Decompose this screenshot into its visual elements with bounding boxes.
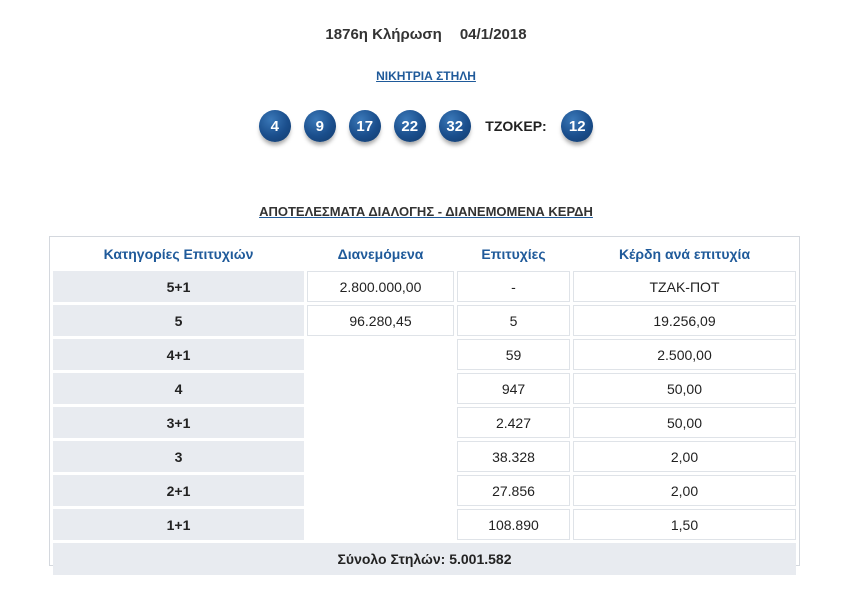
prize-cell: 2.500,00 <box>573 339 796 370</box>
category-cell: 4 <box>53 373 304 404</box>
distributed-cell: 96.280,45 <box>307 305 454 336</box>
total-row: Σύνολο Στηλών: 5.001.582 <box>53 543 796 575</box>
winners-cell: 5 <box>457 305 570 336</box>
number-ball: 17 <box>348 110 381 142</box>
table-row: 5+1 2.800.000,00 - ΤΖΑΚ-ΠΟΤ <box>53 271 796 302</box>
table-row: 1+1 108.890 1,50 <box>53 509 796 540</box>
results-title-link[interactable]: ΑΠΟΤΕΛΕΣΜΑΤΑ ΔΙΑΛΟΓΗΣ - ΔΙΑΝΕΜΟΜΕΝΑ ΚΕΡΔ… <box>259 204 593 219</box>
distributed-cell <box>307 339 454 370</box>
distributed-cell <box>307 407 454 438</box>
winners-cell: 27.856 <box>457 475 570 506</box>
draw-number: 1876η Κλήρωση <box>325 26 442 43</box>
category-cell: 4+1 <box>53 339 304 370</box>
table-row: 5 96.280,45 5 19.256,09 <box>53 305 796 336</box>
winning-numbers: 4 9 17 22 32 ΤΖΟΚΕΡ: 12 <box>0 110 852 142</box>
table-header-row: Κατηγορίες Επιτυχιών Διανεμόμενα Επιτυχί… <box>53 240 796 268</box>
header-prize: Κέρδη ανά επιτυχία <box>573 240 796 268</box>
total-columns: Σύνολο Στηλών: 5.001.582 <box>53 543 796 575</box>
number-ball: 22 <box>393 110 426 142</box>
number-ball: 32 <box>438 110 471 142</box>
table-row: 4 947 50,00 <box>53 373 796 404</box>
winning-column-section: ΝΙΚΗΤΡΙΑ ΣΤΗΛΗ <box>0 67 852 85</box>
header-winners: Επιτυχίες <box>457 240 570 268</box>
results-section: ΑΠΟΤΕΛΕΣΜΑΤΑ ΔΙΑΛΟΓΗΣ - ΔΙΑΝΕΜΟΜΕΝΑ ΚΕΡΔ… <box>0 203 852 221</box>
prize-cell: 2,00 <box>573 475 796 506</box>
table-row: 2+1 27.856 2,00 <box>53 475 796 506</box>
table-row: 3+1 2.427 50,00 <box>53 407 796 438</box>
distributed-cell <box>307 509 454 540</box>
table-row: 3 38.328 2,00 <box>53 441 796 472</box>
distributed-cell <box>307 373 454 404</box>
prize-cell: 50,00 <box>573 407 796 438</box>
prize-cell: ΤΖΑΚ-ΠΟΤ <box>573 271 796 302</box>
prize-cell: 1,50 <box>573 509 796 540</box>
distributed-cell <box>307 475 454 506</box>
category-cell: 5 <box>53 305 304 336</box>
category-cell: 3+1 <box>53 407 304 438</box>
prize-cell: 19.256,09 <box>573 305 796 336</box>
category-cell: 5+1 <box>53 271 304 302</box>
winning-column-link[interactable]: ΝΙΚΗΤΡΙΑ ΣΤΗΛΗ <box>376 69 476 83</box>
header-categories: Κατηγορίες Επιτυχιών <box>53 240 304 268</box>
results-table: Κατηγορίες Επιτυχιών Διανεμόμενα Επιτυχί… <box>50 237 799 578</box>
category-cell: 2+1 <box>53 475 304 506</box>
winners-cell: 947 <box>457 373 570 404</box>
distributed-cell: 2.800.000,00 <box>307 271 454 302</box>
category-cell: 1+1 <box>53 509 304 540</box>
winners-cell: - <box>457 271 570 302</box>
joker-label: ΤΖΟΚΕΡ: <box>485 118 547 134</box>
results-table-container: Κατηγορίες Επιτυχιών Διανεμόμενα Επιτυχί… <box>49 236 800 575</box>
draw-date: 04/1/2018 <box>459 26 527 43</box>
winners-cell: 108.890 <box>457 509 570 540</box>
header-distributed: Διανεμόμενα <box>307 240 454 268</box>
table-row: 4+1 59 2.500,00 <box>53 339 796 370</box>
winners-cell: 2.427 <box>457 407 570 438</box>
number-ball: 9 <box>303 110 336 142</box>
category-cell: 3 <box>53 441 304 472</box>
winners-cell: 38.328 <box>457 441 570 472</box>
prize-cell: 2,00 <box>573 441 796 472</box>
draw-header: 1876η Κλήρωση 04/1/2018 <box>0 26 852 43</box>
prize-cell: 50,00 <box>573 373 796 404</box>
number-ball: 4 <box>258 110 291 142</box>
winners-cell: 59 <box>457 339 570 370</box>
joker-ball: 12 <box>561 110 594 142</box>
distributed-cell <box>307 441 454 472</box>
